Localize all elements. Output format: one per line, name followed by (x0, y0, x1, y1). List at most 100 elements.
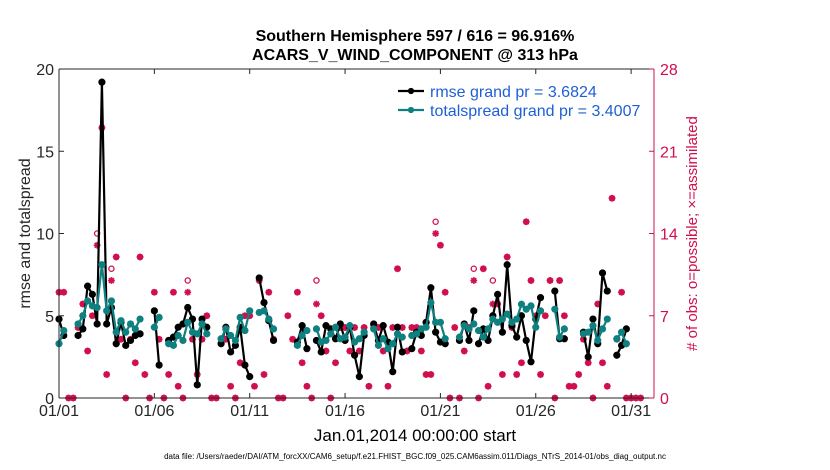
obs-assimilated-marker-7 (88, 312, 96, 320)
rmse-point-3-5 (188, 315, 197, 323)
x-tick-label-2: 01/11 (230, 403, 269, 420)
obs-assimilated-marker-25 (174, 382, 182, 390)
legend-rmse-label: rmse grand pr = 3.6824 (430, 84, 597, 101)
obs-assimilated-marker-96 (513, 371, 521, 378)
obs-assimilated-marker-65 (365, 382, 373, 390)
totalspread-point-5-1 (260, 307, 268, 315)
obs-assimilated-marker-41 (251, 382, 258, 390)
y-right-tick-label-2: 14 (660, 227, 678, 244)
obs-assimilated-marker-67 (375, 324, 382, 331)
series-layer (55, 78, 630, 389)
totalspread-point-3-2 (174, 331, 182, 340)
obs-assimilated-marker-116 (608, 194, 616, 202)
rmse-point-3-6 (193, 381, 201, 389)
obs-assimilated-marker-48 (284, 312, 292, 320)
x-axis-label: Jan.01,2014 00:00:00 start (313, 426, 517, 445)
obs-assimilated-marker-6 (84, 347, 92, 355)
obs-assimilated-marker-30 (198, 335, 206, 343)
rmse-point-8-6 (398, 348, 406, 356)
obs-possible-marker-91 (489, 277, 497, 284)
rmse-point-11-6 (503, 261, 511, 269)
obs-assimilated-marker-77 (422, 371, 430, 378)
rmse-point-14-2 (622, 325, 630, 333)
y-right-axis-label: # of obs: o=possible; ×=assimilated (684, 116, 701, 351)
totalspread-point-13-4 (598, 325, 607, 333)
data-file-footer: data file: /Users/raeder/DAI/ATM_forcXX/… (164, 452, 666, 461)
obs-possible-marker-11 (108, 265, 115, 272)
rmse-point-2-0 (150, 307, 158, 315)
y-right-tick-label-0: 0 (660, 391, 669, 408)
x-tick-label-3: 01/16 (325, 403, 365, 420)
totalspread-point-7-4 (331, 323, 340, 331)
totalspread-point-1-4 (93, 303, 101, 312)
rmse-point-3-2 (174, 323, 182, 331)
totalspread-point-13-5 (603, 315, 611, 323)
obs-assimilated-marker-103 (546, 277, 554, 284)
obs-assimilated-marker-63 (355, 347, 363, 355)
totalspread-point-4-4 (236, 313, 244, 321)
obs-assimilated-marker-114 (599, 359, 606, 367)
totalspread-point-3-6 (193, 330, 201, 338)
obs-possible-marker-79 (432, 218, 439, 225)
totalspread-point-8-6 (398, 333, 406, 341)
x-tick-label-6: 01/31 (611, 403, 651, 420)
totalspread-point-11-1 (479, 333, 487, 341)
rmse-point-7-2 (322, 322, 330, 330)
rmse-point-2-1 (155, 361, 163, 369)
totalspread-point-3-7 (198, 320, 206, 328)
totalspread-point-11-7 (508, 318, 516, 326)
y-left-tick-label-1: 5 (45, 309, 54, 326)
rmse-point-1-8 (112, 340, 120, 348)
obs-assimilated-marker-20 (150, 288, 158, 296)
rmse-point-1-2 (84, 282, 92, 290)
totalspread-point-8-2 (379, 335, 387, 343)
totalspread-point-11-13 (536, 307, 545, 315)
totalspread-point-5-3 (269, 325, 278, 333)
totalspread-point-10-2 (465, 325, 473, 333)
totalspread-point-9-4 (427, 298, 435, 307)
rmse-point-11-5 (498, 328, 506, 336)
obs-assimilated-marker-113 (594, 300, 602, 308)
totalspread-point-2-1 (155, 313, 163, 321)
obs-assimilated-marker-69 (384, 382, 392, 390)
rmse-point-8-2 (379, 322, 387, 330)
totalspread-point-9-6 (436, 318, 445, 326)
rmse-point-4-2 (227, 348, 235, 356)
obs-assimilated-marker-39 (241, 312, 249, 320)
obs-assimilated-marker-60 (341, 324, 349, 331)
totalspread-point-3-3 (179, 336, 187, 345)
rmse-point-5-3 (269, 336, 278, 345)
rmse-point-9-5 (432, 328, 440, 336)
rmse-point-14-0 (613, 351, 621, 359)
obs-assimilated-marker-118 (618, 288, 625, 296)
totalspread-point-14-2 (622, 340, 630, 348)
totalspread-point-7-3 (327, 330, 335, 338)
obs-assimilated-marker-31 (203, 312, 211, 320)
totalspread-point-4-2 (227, 331, 235, 340)
totalspread-point-11-2 (484, 325, 492, 333)
rmse-point-7-1 (317, 348, 325, 356)
totalspread-point-11-0 (474, 326, 483, 335)
obs-assimilated-marker-79 (432, 230, 440, 237)
totalspread-point-7-9 (355, 335, 363, 343)
totalspread-point-11-4 (494, 318, 502, 326)
rmse-point-7-5 (336, 320, 344, 328)
rmse-point-11-11 (527, 358, 535, 366)
totalspread-point-4-1 (222, 325, 230, 333)
rmse-point-7-9 (355, 373, 363, 381)
totalspread-point-13-3 (594, 336, 602, 345)
totalspread-point-4-0 (217, 335, 225, 343)
rmse-point-13-4 (598, 269, 607, 277)
totalspread-point-11-3 (489, 315, 497, 323)
obs-assimilated-marker-83 (451, 324, 459, 331)
rmse-point-1-0 (74, 331, 82, 340)
rmse-point-3-4 (184, 303, 192, 312)
obs-assimilated-marker-21 (155, 335, 163, 343)
x-tick-label-4: 01/21 (420, 403, 460, 420)
obs-assimilated-marker-75 (413, 324, 420, 331)
legend-spread-marker (407, 106, 415, 114)
obs-assimilated-marker-16 (131, 359, 139, 367)
obs-assimilated-marker-89 (479, 265, 487, 273)
totalspread-point-10-1 (460, 322, 468, 330)
obs-assimilated-marker-62 (351, 324, 358, 331)
